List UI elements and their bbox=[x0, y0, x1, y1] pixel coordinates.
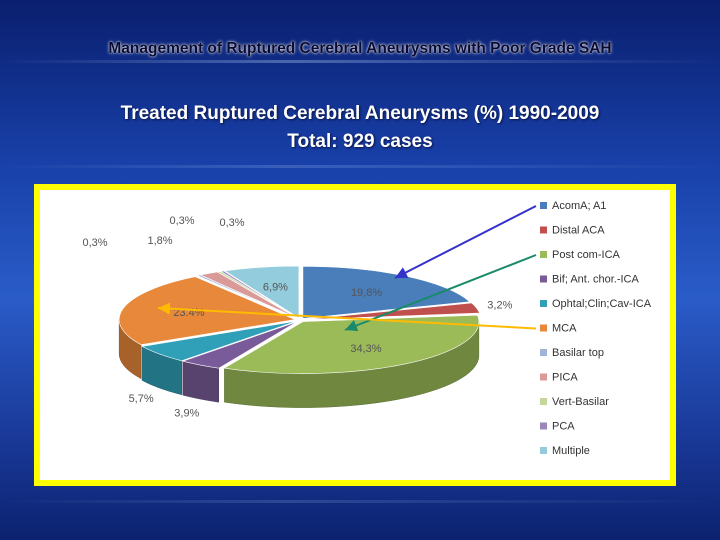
data-label-bif-ant-chor-ica: 3,9% bbox=[174, 407, 199, 419]
legend-entry-bif-ant-chor-ica: Bif; Ant. chor.-ICA bbox=[552, 274, 639, 286]
legend-entry-multiple: Multiple bbox=[552, 445, 590, 457]
chart-frame: 19,8% 3,2% 34,3% 3,9% 5,7% 23.4% 0,3% 1,8% 0,3% 0… bbox=[34, 184, 676, 486]
legend-swatch-mca bbox=[540, 324, 547, 332]
pie-slice-post-com-ica bbox=[223, 314, 480, 374]
legend-swatch-post-com-ica bbox=[540, 251, 547, 258]
data-label-pica: 1,8% bbox=[147, 235, 172, 247]
legend-entry-vert-basilar: Vert-Basilar bbox=[552, 396, 609, 408]
legend-swatch-vert-basilar bbox=[540, 398, 547, 405]
pie-slice-bif-ant-chor-ica bbox=[181, 321, 298, 369]
arrow-post-com-ica bbox=[344, 254, 537, 332]
data-label-post-com-ica: 34,3% bbox=[350, 343, 381, 355]
data-label-pca: 0,3% bbox=[219, 217, 244, 229]
legend-entry-mca: MCA bbox=[552, 323, 577, 335]
legend-entry-pica: PICA bbox=[552, 372, 578, 384]
legend-swatch-basilar-top bbox=[540, 349, 547, 356]
legend-swatch-pca bbox=[540, 422, 547, 430]
pie-slice-multiple bbox=[224, 265, 300, 319]
legend-swatch-multiple bbox=[540, 447, 547, 454]
legend-swatch-acoma-a1 bbox=[540, 202, 547, 209]
legend-entry-distal-aca: Distal ACA bbox=[552, 225, 605, 237]
legend-swatch-distal-aca bbox=[540, 226, 547, 234]
total-cases: Total: 929 cases bbox=[287, 131, 433, 152]
data-label-multiple: 6,9% bbox=[263, 282, 288, 294]
pie-chart: 19,8%3,2%34,3%3,9%5,7%23.4%0,3%1,8%0,3%0… bbox=[82, 200, 652, 457]
arrow-acoma-a1 bbox=[394, 205, 537, 279]
data-label-ophtal-clin-cav-ica: 5,7% bbox=[129, 393, 154, 405]
slide-title: Management of Ruptured Cerebral Aneurysm… bbox=[108, 40, 612, 57]
legend-entry-basilar-top: Basilar top bbox=[552, 347, 604, 359]
data-label-acoma-a1: 19,8% bbox=[351, 287, 382, 299]
arrow-mca bbox=[157, 302, 537, 330]
legend-swatch-ophtal-clin-cav-ica bbox=[540, 300, 547, 307]
legend-swatch-bif-ant-chor-ica bbox=[540, 275, 547, 283]
data-label-distal-aca: 3,2% bbox=[487, 299, 512, 311]
legend-entry-post-com-ica: Post com-ICA bbox=[552, 249, 621, 261]
data-label-basilar-top: 0,3% bbox=[169, 215, 194, 227]
legend-swatch-pica bbox=[540, 373, 547, 381]
pie-slice-ophtal-clin-cav-ica bbox=[141, 320, 297, 362]
legend-entry-ophtal-clin-cav-ica: Ophtal;Clin;Cav-ICA bbox=[552, 298, 652, 310]
pie-slice-pca bbox=[219, 270, 299, 319]
legend-entry-acoma-a1: AcomA; A1 bbox=[552, 200, 606, 212]
legend-entry-pca: PCA bbox=[552, 421, 575, 433]
chart-subtitle: Treated Ruptured Cerebral Aneurysms (%) … bbox=[120, 103, 600, 124]
data-label-vert-basilar: 0,3% bbox=[82, 237, 107, 249]
